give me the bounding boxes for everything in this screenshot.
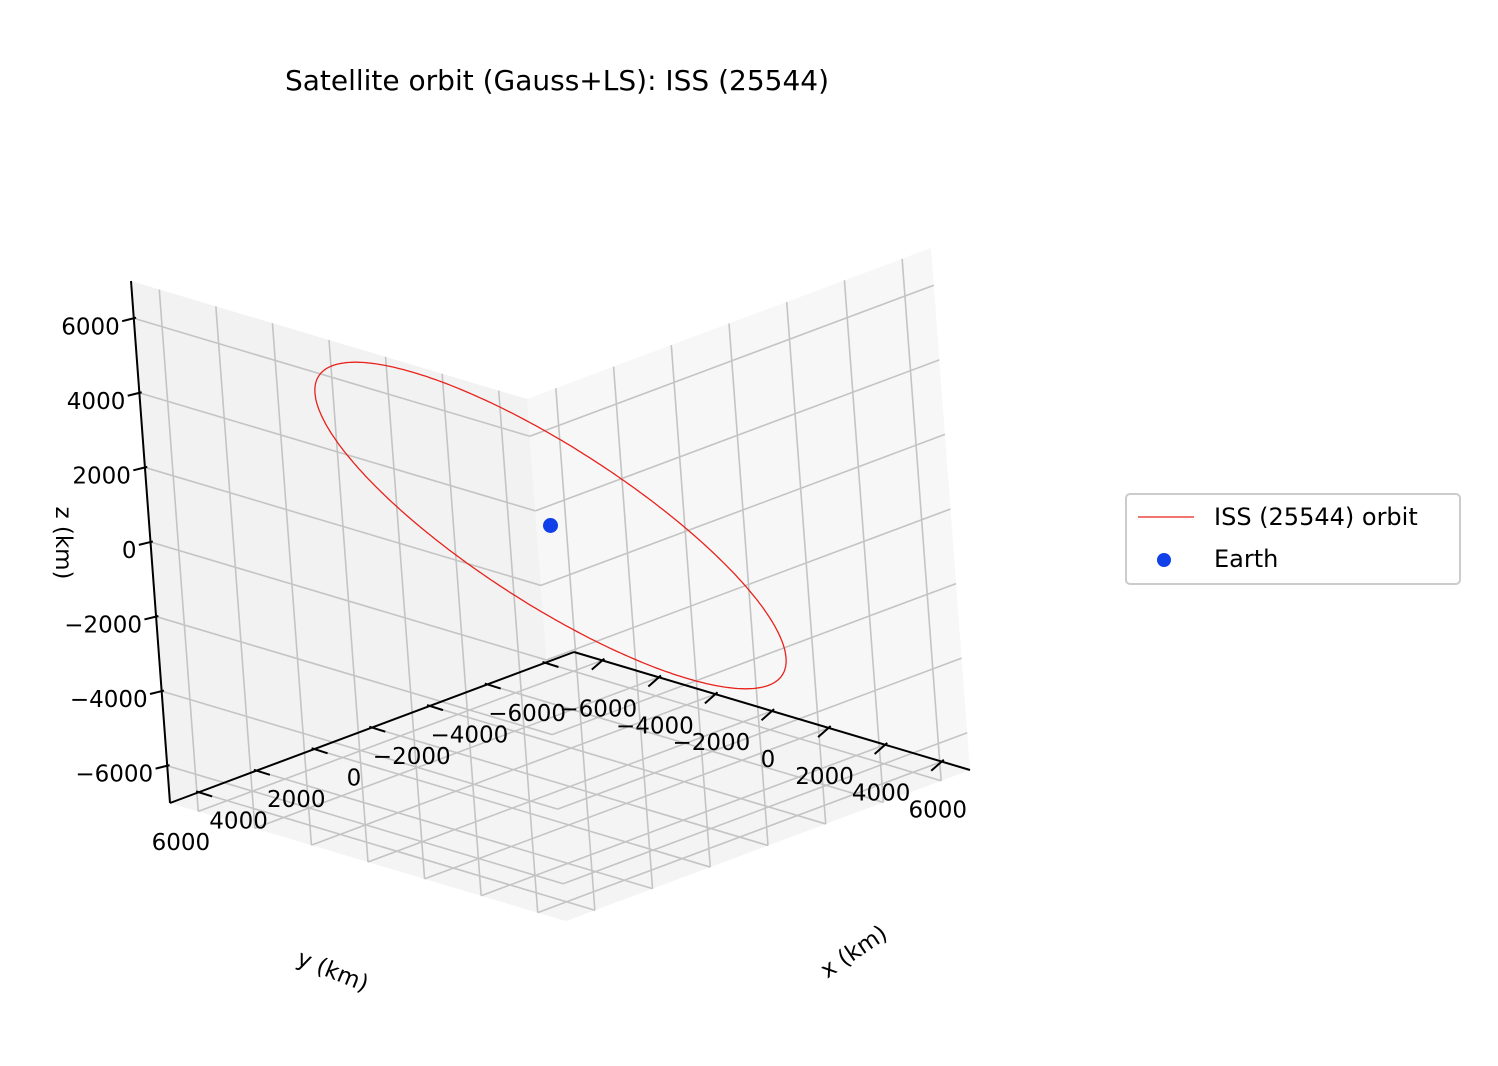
y-tick-label: 0 [347,766,362,792]
y-tick [542,660,559,668]
x-tick [591,657,606,671]
y-tick-label: −2000 [373,744,451,770]
legend-earth-label: Earth [1214,545,1278,573]
z-tick-label: −2000 [64,613,142,639]
grid-line [384,356,426,879]
z-tick [133,465,148,472]
grid-line [537,760,942,914]
grid-line [540,433,946,587]
grid-line [670,345,712,868]
grid-line [441,373,482,896]
grid-line [314,748,711,868]
grid-line [256,769,653,890]
x-tick [930,758,945,772]
grid-line [144,466,542,587]
grid-line [133,317,531,438]
x-tick-label: 0 [761,747,776,773]
z-tick [127,391,142,397]
grid-line [555,388,596,911]
y-axis-label: y (km) [293,945,372,997]
grid-line [612,366,654,889]
y-tick [253,768,271,776]
y-tick [369,725,386,733]
x-axis-label: x (km) [816,921,892,984]
x-tick [760,708,775,721]
x-tick [647,674,662,688]
grid-line [546,508,951,661]
grid-line [198,791,596,911]
z-tick [149,689,165,695]
x-tick [817,725,832,738]
grid-line [150,541,547,661]
legend-earth-swatch [1157,553,1171,567]
y-tick-label: −4000 [431,722,509,748]
z-tick-label: 4000 [67,389,126,415]
grid-line [139,392,536,512]
x-tick-label: −4000 [616,713,694,739]
x-tick-label: 6000 [908,798,967,824]
z-tick [138,540,154,546]
grid-line [424,727,829,880]
y-tick [484,682,502,690]
x-tick-label: −6000 [559,696,637,722]
z-tick-label: 6000 [61,314,120,340]
tick-marks [121,316,945,798]
y-tick-label: 2000 [267,787,326,813]
y-tick [311,747,328,755]
grid-line [480,743,886,897]
z-axis-label: z (km) [50,506,76,579]
z-tick-label: 2000 [72,463,131,489]
x-tick-label: 2000 [795,764,854,790]
orbit-line [314,361,787,690]
z-tick [121,316,137,323]
z-tick [155,764,170,770]
legend-orbit-label: ISS (25544) orbit [1214,503,1418,531]
legend-frame [1125,493,1461,585]
data-series [314,361,787,690]
grid-line [535,359,940,512]
y-tick [426,704,444,712]
y-tick-label: −6000 [488,701,566,727]
x-tick [873,742,888,755]
x-tick [704,691,719,705]
y-tick [195,790,213,798]
z-tick-label: −6000 [75,762,153,788]
grid-line [529,284,935,438]
grid-line [497,390,539,913]
x-tick-label: −2000 [673,730,751,756]
z-tick-label: 0 [122,538,137,564]
x-tick-label: 4000 [852,781,911,807]
tick-labels: −6000−4000−20000200040006000600040002000… [61,314,967,856]
earth-point [543,518,558,533]
grid-line [371,726,769,847]
y-tick-label: 4000 [209,809,268,835]
z-tick-label: −4000 [70,687,148,713]
z-tick [144,615,159,621]
legend: ISS (25544) orbit Earth [1125,493,1461,585]
chart-title: Satellite orbit (Gauss+LS): ISS (25544) [285,64,829,97]
y-tick-label: 6000 [152,830,211,856]
grid-lines [133,258,968,914]
